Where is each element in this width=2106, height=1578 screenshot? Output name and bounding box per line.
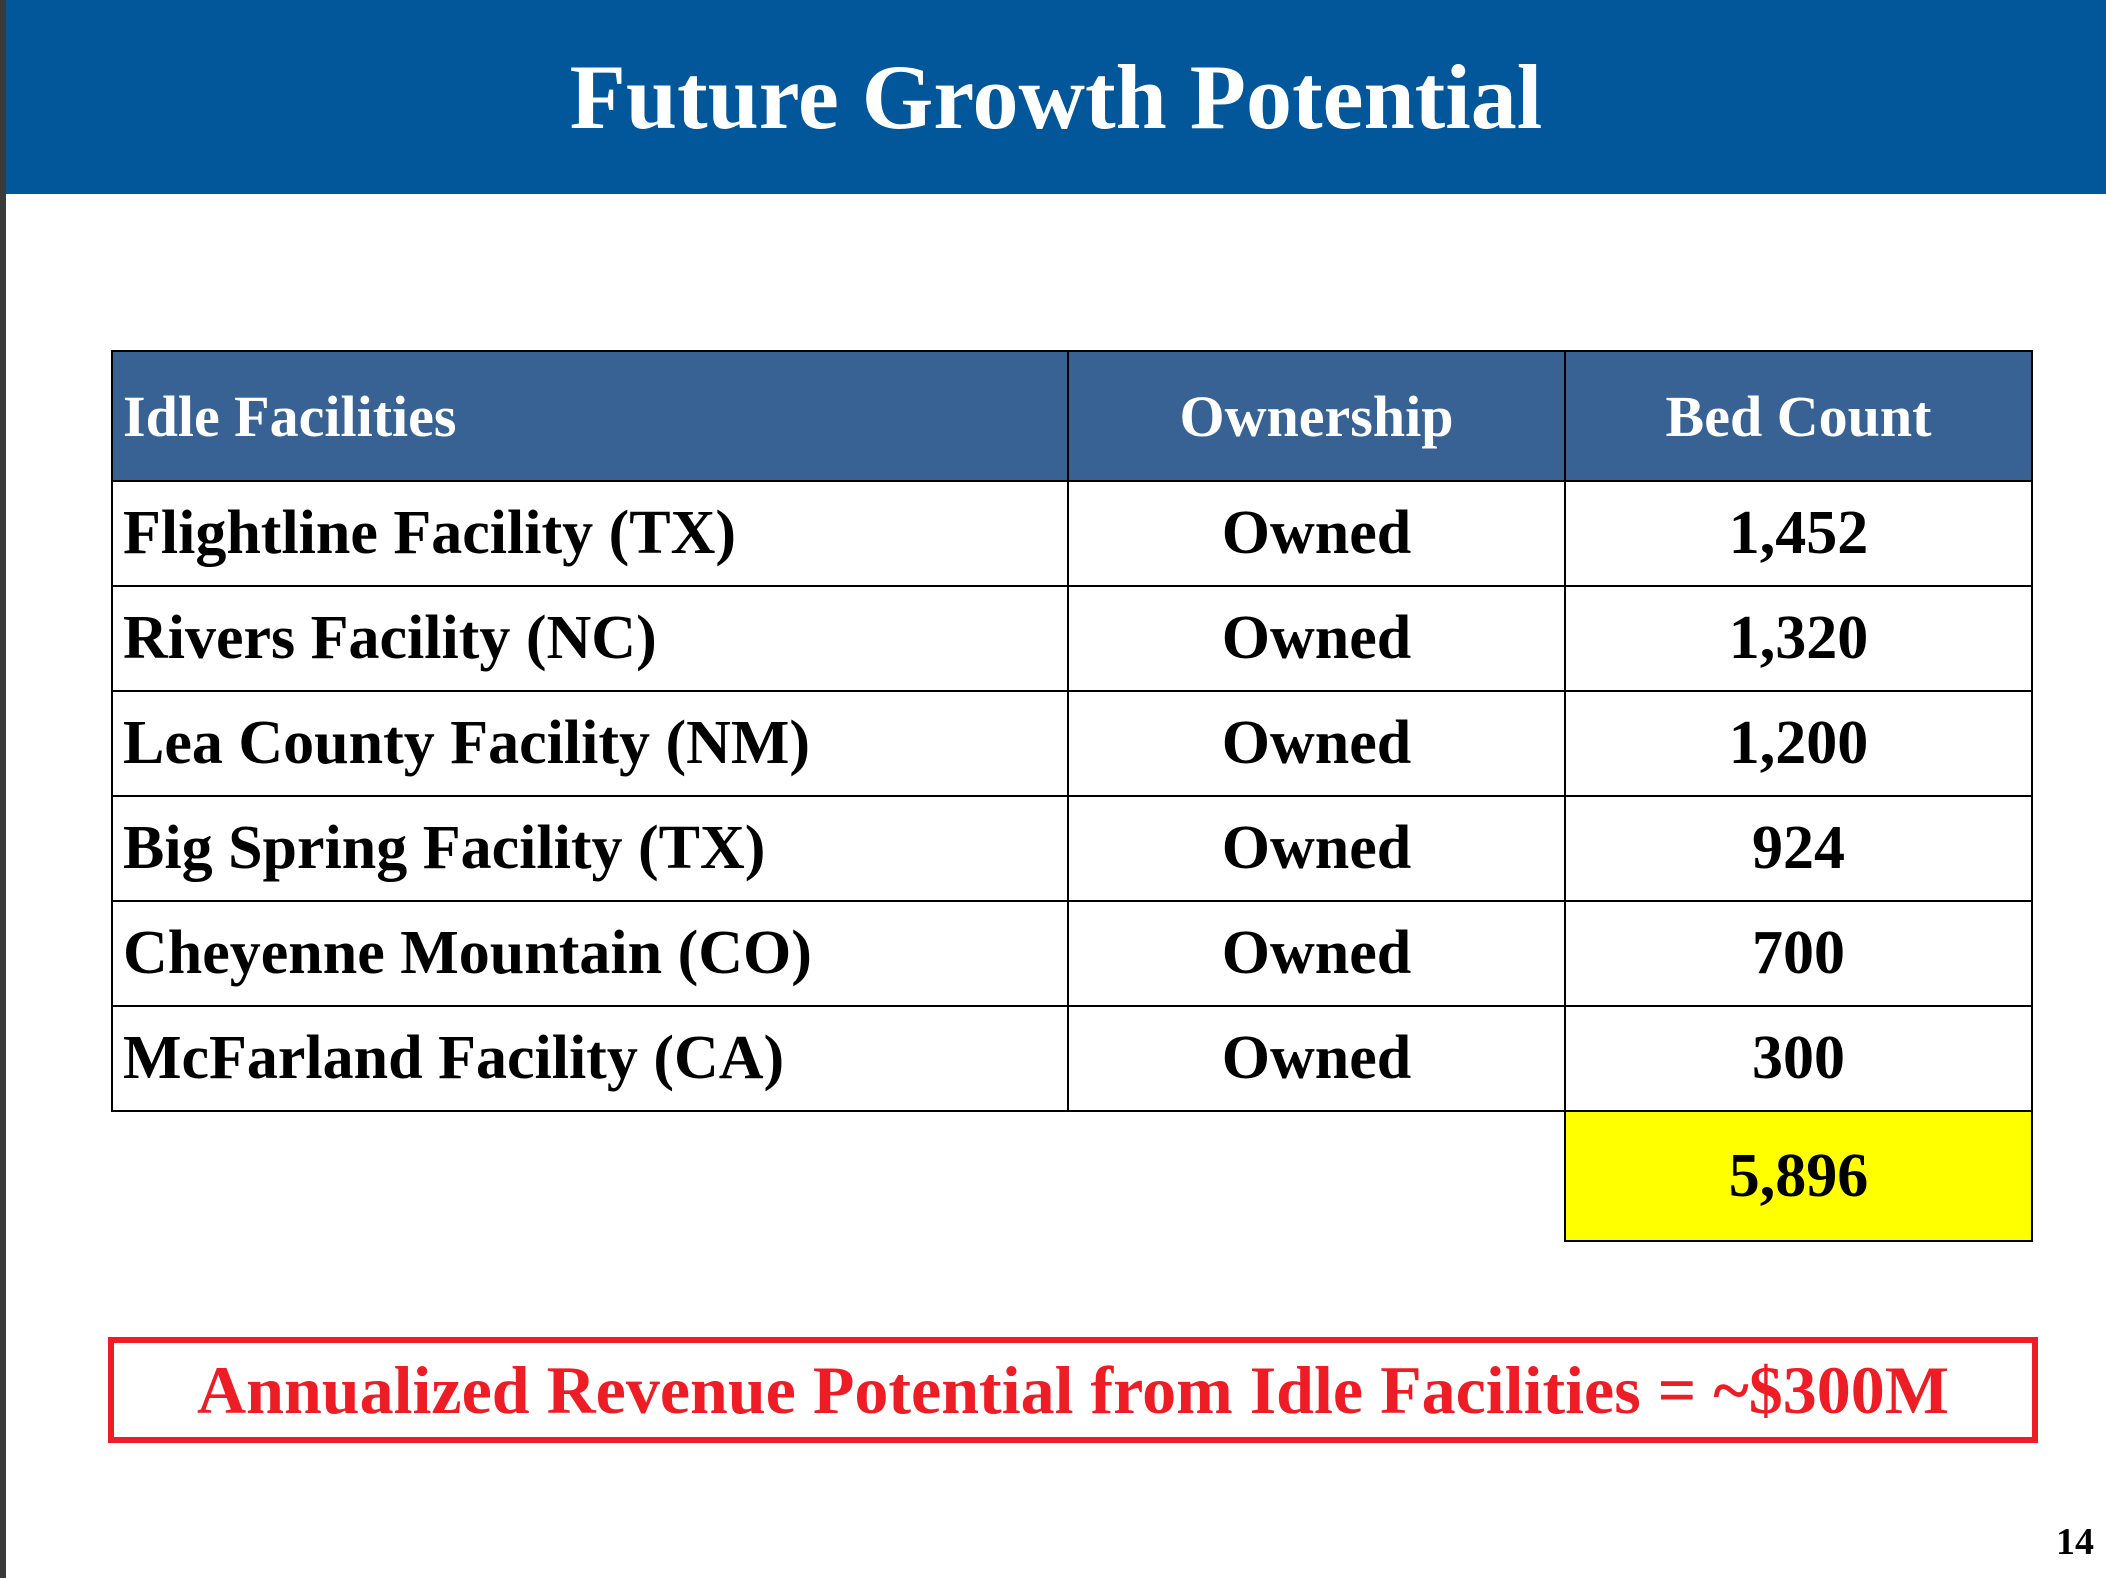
table-header-row: Idle Facilities Ownership Bed Count: [111, 350, 2033, 482]
ownership-value: Owned: [1067, 690, 1566, 797]
facility-name: Cheyenne Mountain (CO): [111, 900, 1069, 1007]
total-bed-count: 5,896: [1564, 1110, 2033, 1242]
title-bar: Future Growth Potential: [6, 0, 2106, 194]
ownership-value: Owned: [1067, 795, 1566, 902]
bed-count-value: 1,452: [1564, 480, 2033, 587]
slide-left-edge: [0, 0, 6, 1578]
bed-count-value: 1,320: [1564, 585, 2033, 692]
facility-name: McFarland Facility (CA): [111, 1005, 1069, 1112]
table-row: Big Spring Facility (TX) Owned 924: [111, 795, 2033, 902]
bed-count-value: 1,200: [1564, 690, 2033, 797]
bed-count-value: 924: [1564, 795, 2033, 902]
table-row: Flightline Facility (TX) Owned 1,452: [111, 480, 2033, 587]
facility-name: Lea County Facility (NM): [111, 690, 1069, 797]
page-number: 14: [2056, 1521, 2094, 1563]
table-row: Rivers Facility (NC) Owned 1,320: [111, 585, 2033, 692]
table-row: McFarland Facility (CA) Owned 300: [111, 1005, 2033, 1112]
total-spacer: [1068, 1111, 1565, 1241]
ownership-value: Owned: [1067, 480, 1566, 587]
bed-count-value: 700: [1564, 900, 2033, 1007]
total-row: 5,896: [112, 1110, 2033, 1242]
revenue-callout-text: Annualized Revenue Potential from Idle F…: [197, 1351, 1949, 1428]
ownership-value: Owned: [1067, 585, 1566, 692]
facility-name: Rivers Facility (NC): [111, 585, 1069, 692]
table-row: Cheyenne Mountain (CO) Owned 700: [111, 900, 2033, 1007]
bed-count-value: 300: [1564, 1005, 2033, 1112]
total-spacer: [112, 1111, 1068, 1241]
facility-name: Big Spring Facility (TX): [111, 795, 1069, 902]
header-idle-facilities: Idle Facilities: [111, 350, 1069, 482]
revenue-callout-box: Annualized Revenue Potential from Idle F…: [108, 1337, 2038, 1443]
header-bed-count: Bed Count: [1564, 350, 2033, 482]
ownership-value: Owned: [1067, 1005, 1566, 1112]
header-ownership: Ownership: [1067, 350, 1566, 482]
table-row: Lea County Facility (NM) Owned 1,200: [111, 690, 2033, 797]
slide-title: Future Growth Potential: [569, 46, 1543, 148]
ownership-value: Owned: [1067, 900, 1566, 1007]
idle-facilities-table: Idle Facilities Ownership Bed Count Flig…: [111, 350, 2033, 1242]
facility-name: Flightline Facility (TX): [111, 480, 1069, 587]
